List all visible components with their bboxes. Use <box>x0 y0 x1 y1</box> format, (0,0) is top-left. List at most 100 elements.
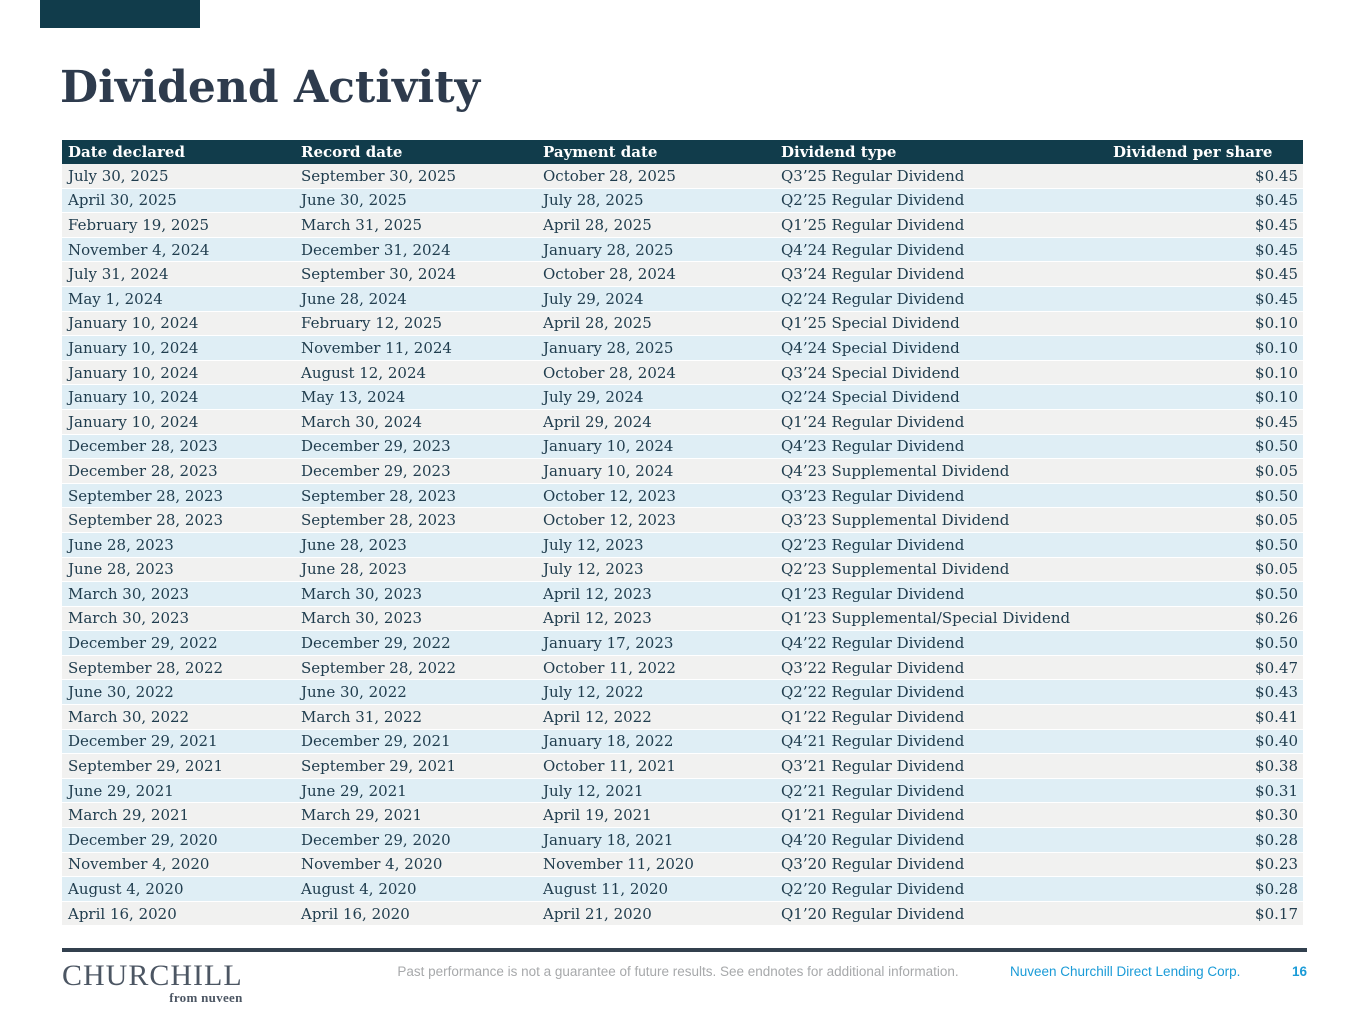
table-cell: October 28, 2024 <box>537 261 775 287</box>
table-row: April 16, 2020 April 16, 2020 April 21, 20… <box>62 901 1303 927</box>
table-cell: $0.47 <box>1107 655 1303 681</box>
table-cell: June 30, 2022 <box>295 679 537 706</box>
table-cell: April 12, 2023 <box>537 581 775 607</box>
table-row: January 10, 2024 February 12, 2025 April 2… <box>62 311 1303 337</box>
table-cell: April 28, 2025 <box>537 212 775 238</box>
table-cell: May 13, 2024 <box>295 384 537 410</box>
table-cell: March 30, 2023 <box>62 581 295 607</box>
table-cell: September 28, 2023 <box>295 483 537 509</box>
table-cell: September 29, 2021 <box>62 753 295 779</box>
table-cell: July 29, 2024 <box>537 286 775 312</box>
table-cell: Q2’25 Regular Dividend <box>775 188 1107 214</box>
table-row: June 28, 2023 June 28, 2023 July 12, 2023 Q… <box>62 557 1303 583</box>
table-cell: $0.05 <box>1107 507 1303 533</box>
table-cell: $0.41 <box>1107 704 1303 730</box>
table-header: Date declared Record date Payment date Divi… <box>62 140 1303 164</box>
dividend-activity-table: Date declared Record date Payment date Divi… <box>62 140 1303 927</box>
table-cell: August 11, 2020 <box>537 876 775 902</box>
table-row: April 30, 2025 June 30, 2025 July 28, 2025… <box>62 188 1303 214</box>
table-cell: September 30, 2025 <box>295 164 537 189</box>
table-cell: November 11, 2020 <box>537 852 775 878</box>
table-cell: $0.28 <box>1107 827 1303 853</box>
table-cell: Q2’24 Regular Dividend <box>775 286 1107 312</box>
table-cell: July 12, 2023 <box>537 532 775 558</box>
table-cell: Q2’23 Supplemental Dividend <box>775 557 1107 583</box>
page-number: 16 <box>1291 964 1307 979</box>
table-cell: Q3’25 Regular Dividend <box>775 164 1107 189</box>
footer-divider <box>62 948 1307 952</box>
table-cell: April 29, 2024 <box>537 409 775 435</box>
table-cell: Q1’24 Regular Dividend <box>775 409 1107 435</box>
table-cell: March 30, 2022 <box>62 704 295 730</box>
table-cell: March 30, 2023 <box>62 606 295 632</box>
table-cell: December 28, 2023 <box>62 434 295 460</box>
table-row: March 30, 2023 March 30, 2023 April 12, 20… <box>62 606 1303 632</box>
table-cell: December 29, 2023 <box>295 458 537 484</box>
table-cell: $0.45 <box>1107 261 1303 287</box>
table-cell: $0.45 <box>1107 286 1303 312</box>
table-cell: September 28, 2022 <box>62 655 295 681</box>
table-cell: Q1’23 Regular Dividend <box>775 581 1107 607</box>
table-cell: January 18, 2021 <box>537 827 775 853</box>
table-cell: November 4, 2020 <box>62 852 295 878</box>
table-cell: October 12, 2023 <box>537 507 775 533</box>
table-cell: Q1’23 Supplemental/Special Dividend <box>775 606 1107 632</box>
table-row: November 4, 2020 November 4, 2020 November… <box>62 852 1303 878</box>
table-cell: June 28, 2024 <box>295 286 537 312</box>
table-cell: January 28, 2025 <box>537 335 775 361</box>
table-row: December 28, 2023 December 29, 2023 Januar… <box>62 458 1303 484</box>
table-cell: December 31, 2024 <box>295 237 537 263</box>
table-cell: March 31, 2025 <box>295 212 537 238</box>
top-accent-bar <box>40 0 200 28</box>
table-cell: November 4, 2020 <box>295 852 537 878</box>
table-row: June 30, 2022 June 30, 2022 July 12, 2022 Q… <box>62 679 1303 706</box>
table-row: December 29, 2020 December 29, 2020 Januar… <box>62 827 1303 853</box>
table-cell: Q1’20 Regular Dividend <box>775 901 1107 927</box>
table-cell: January 10, 2024 <box>62 335 295 361</box>
footer-disclaimer: Past performance is not a guarantee of f… <box>397 964 959 979</box>
table-cell: Q4’22 Regular Dividend <box>775 630 1107 656</box>
table-cell: Q3’20 Regular Dividend <box>775 852 1107 878</box>
table-cell: $0.30 <box>1107 802 1303 829</box>
table-cell: December 29, 2022 <box>62 630 295 656</box>
table-cell: December 29, 2023 <box>295 434 537 460</box>
table-cell: Q1’25 Special Dividend <box>775 311 1107 337</box>
table-cell: December 29, 2022 <box>295 630 537 656</box>
table-cell: June 28, 2023 <box>295 532 537 558</box>
table-cell: April 16, 2020 <box>62 901 295 927</box>
table-cell: March 30, 2024 <box>295 409 537 435</box>
table-cell: $0.26 <box>1107 606 1303 632</box>
table-cell: April 30, 2025 <box>62 188 295 214</box>
column-header: Dividend per share <box>1107 140 1303 164</box>
table-cell: Q3’21 Regular Dividend <box>775 753 1107 779</box>
table-cell: Q4’23 Regular Dividend <box>775 434 1107 460</box>
table-cell: December 29, 2021 <box>295 729 537 755</box>
table-cell: Q2’20 Regular Dividend <box>775 876 1107 902</box>
table-cell: June 30, 2025 <box>295 188 537 214</box>
table-cell: $0.50 <box>1107 483 1303 509</box>
table-cell: September 30, 2024 <box>295 261 537 287</box>
table-cell: Q4’24 Special Dividend <box>775 335 1107 361</box>
table-cell: April 12, 2022 <box>537 704 775 730</box>
table-cell: October 11, 2022 <box>537 655 775 681</box>
column-header: Record date <box>295 140 537 164</box>
table-cell: Q2’24 Special Dividend <box>775 384 1107 410</box>
table-cell: $0.17 <box>1107 901 1303 927</box>
column-header: Date declared <box>62 140 295 164</box>
table-row: July 31, 2024 September 30, 2024 October 2… <box>62 261 1303 287</box>
table-cell: July 29, 2024 <box>537 384 775 410</box>
table-row: January 10, 2024 November 11, 2024 January… <box>62 335 1303 361</box>
table-cell: December 28, 2023 <box>62 458 295 484</box>
table-row: November 4, 2024 December 31, 2024 January… <box>62 237 1303 263</box>
table-cell: $0.43 <box>1107 679 1303 706</box>
table-row: March 29, 2021 March 29, 2021 April 19, 20… <box>62 802 1303 829</box>
column-header: Payment date <box>537 140 775 164</box>
table-cell: September 28, 2023 <box>295 507 537 533</box>
table-cell: September 28, 2023 <box>62 483 295 509</box>
table-cell: April 12, 2023 <box>537 606 775 632</box>
table-cell: October 11, 2021 <box>537 753 775 779</box>
table-row: January 10, 2024 August 12, 2024 October 2… <box>62 360 1303 386</box>
table-row: December 28, 2023 December 29, 2023 Januar… <box>62 434 1303 460</box>
table-cell: August 4, 2020 <box>62 876 295 902</box>
